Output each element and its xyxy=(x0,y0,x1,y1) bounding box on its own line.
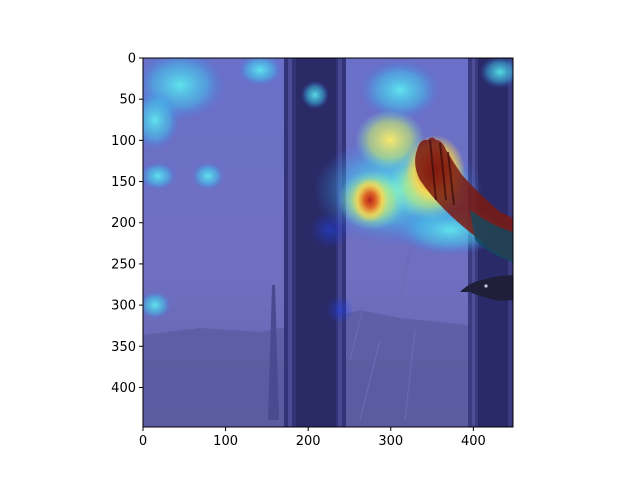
y-tick-label: 100 xyxy=(111,134,136,149)
y-tick-label: 50 xyxy=(119,93,136,108)
heatmap-overlay-image xyxy=(143,58,513,427)
y-tick-label: 150 xyxy=(111,175,136,190)
x-tick-label: 200 xyxy=(296,434,321,449)
plot-frame xyxy=(142,57,514,428)
y-tick-label: 0 xyxy=(128,52,136,67)
x-tick-label: 400 xyxy=(461,434,486,449)
x-axis: 0 100 200 300 400 xyxy=(139,427,486,449)
y-tick-label: 250 xyxy=(111,257,136,272)
x-tick-label: 300 xyxy=(378,434,403,449)
y-tick-label: 300 xyxy=(111,299,136,314)
y-tick-label: 200 xyxy=(111,216,136,231)
y-tick-label: 400 xyxy=(111,381,136,396)
x-tick-label: 0 xyxy=(139,434,147,449)
y-tick-label: 350 xyxy=(111,340,136,355)
y-axis: 0 50 100 150 200 250 300 350 400 xyxy=(111,52,143,396)
x-tick-label: 100 xyxy=(213,434,238,449)
